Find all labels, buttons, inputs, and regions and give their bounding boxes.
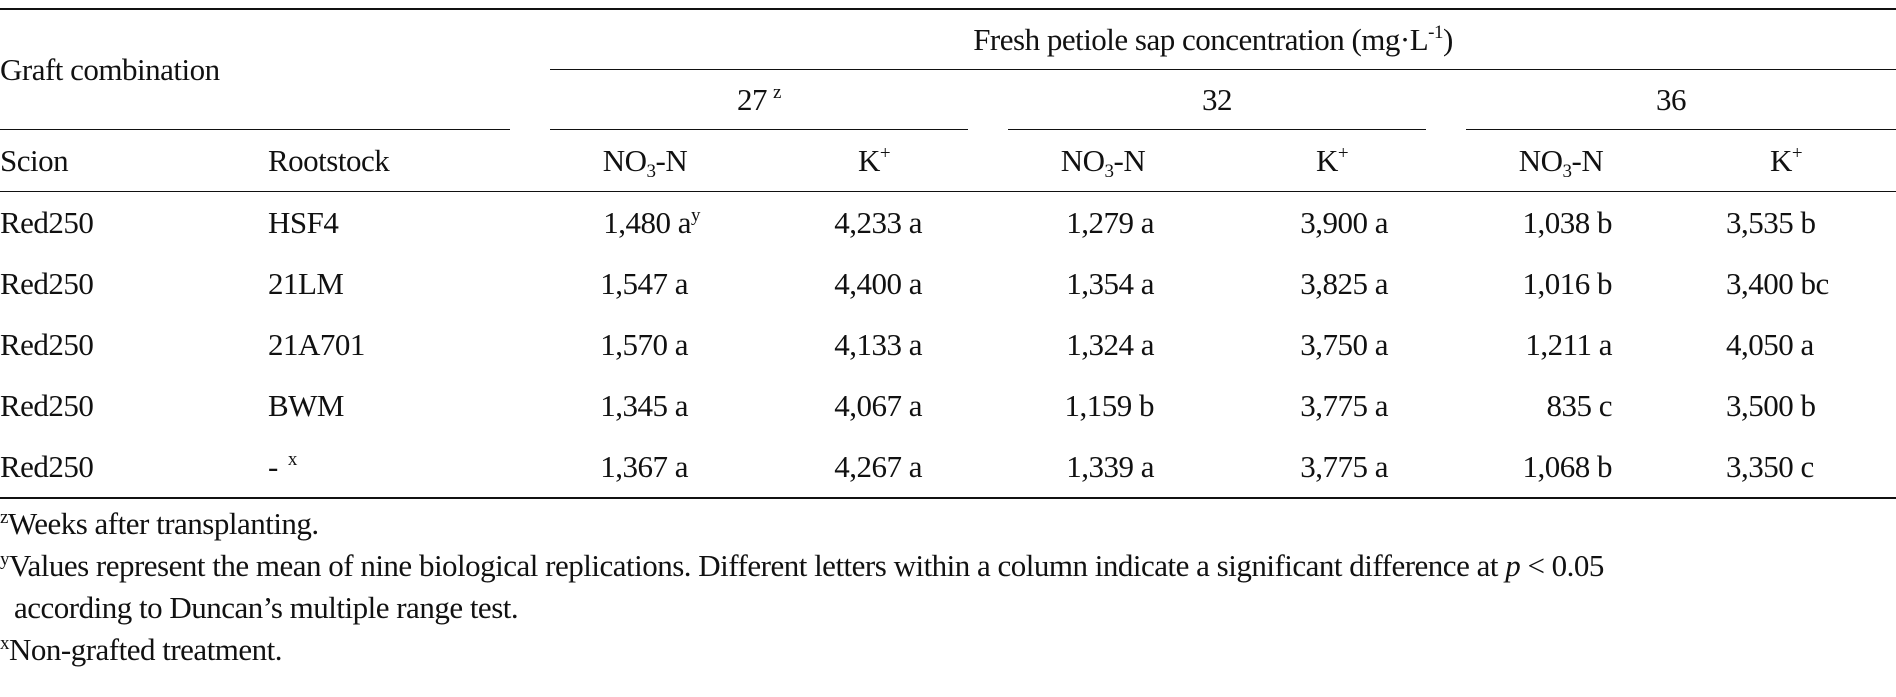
rootstock-cell: BWM xyxy=(268,387,345,423)
value-cell-k-27: 4,067 a xyxy=(834,387,922,423)
week-27-label: 27 xyxy=(737,82,768,117)
value-cell-no3-27: 1,570 a xyxy=(600,326,688,362)
k-header-27: K+ xyxy=(857,142,891,178)
no3-header-36: NO3-N xyxy=(1518,142,1604,182)
graft-combination-header: Graft combination xyxy=(0,9,530,130)
rootstock-cell: HSF4 xyxy=(268,204,339,240)
value-cell-k-32: 3,825 a xyxy=(1300,265,1388,301)
rootstock-cell: 21LM xyxy=(268,265,344,301)
header-row-1: Graft combination Fresh petiole sap conc… xyxy=(0,9,1896,129)
week-36-label: 36 xyxy=(1656,82,1687,117)
table-row: Red250 - x 1,367 a 4,267 a 1,339 a 3,775 a 1,06… xyxy=(0,436,1896,498)
table-row: Red250 BWM 1,345 a 4,067 a 1,159 b 3,775 a 835… xyxy=(0,375,1896,436)
value-cell-k-32: 3,900 a xyxy=(1300,204,1388,240)
footnote-x-text: Non-grafted treatment. xyxy=(9,632,283,667)
week-32-label: 32 xyxy=(1202,82,1233,117)
header-row-weeks: 27 z 32 36 xyxy=(0,70,1896,130)
value-cell-k-27: 4,133 a xyxy=(834,326,922,362)
table-footnotes: zWeeks after transplanting. yValues repr… xyxy=(0,503,1896,671)
value-cell-no3-36: 1,068 b xyxy=(1522,448,1613,484)
value-cell-k-27: 4,400 a xyxy=(834,265,922,301)
footnote-x-mark: x xyxy=(0,633,10,654)
value-cell-k-36: 3,535 b xyxy=(1726,204,1816,240)
value-cell-k-32: 3,750 a xyxy=(1300,326,1388,362)
footnote-z: zWeeks after transplanting. xyxy=(0,503,1896,545)
footnote-x: xNon-grafted treatment. xyxy=(0,629,1896,671)
value-cell-no3-32: 1,324 a xyxy=(1066,326,1154,362)
k-header-36: K+ xyxy=(1769,142,1803,178)
concentration-close: ) xyxy=(1442,22,1453,57)
scion-cell: Red250 xyxy=(0,387,94,423)
week-27-header: 27 z xyxy=(530,70,988,130)
rootstock-cell: -x xyxy=(268,448,297,484)
value-cell-k-32: 3,775 a xyxy=(1300,448,1388,484)
value-cell-k-36: 3,350 c xyxy=(1726,448,1814,484)
value-cell-no3-36: 835 c xyxy=(1546,387,1612,423)
value-cell-no3-36: 1,211 a xyxy=(1525,326,1612,362)
value-cell-k-27: 4,267 a xyxy=(834,448,922,484)
scion-cell: Red250 xyxy=(0,204,94,240)
footnote-y-mark: y xyxy=(0,549,10,570)
scion-cell: Red250 xyxy=(0,448,94,484)
no3-header-27: NO3-N xyxy=(602,142,688,182)
value-cell-k-36: 4,050 a xyxy=(1726,326,1814,362)
value-cell-k-36: 3,500 b xyxy=(1726,387,1816,423)
petiole-sap-table: Graft combination Fresh petiole sap conc… xyxy=(0,8,1896,499)
no3-header-32: NO3-N xyxy=(1060,142,1146,182)
value-cell-no3-27: 1,345 a xyxy=(600,387,688,423)
value-cell-no3-36: 1,016 b xyxy=(1522,265,1613,301)
value-cell-k-27: 4,233 a xyxy=(834,204,922,240)
table-row: Red250 21LM 1,547 a 4,400 a 1,354 a 3,825 a 1,… xyxy=(0,253,1896,314)
footnote-y: yValues represent the mean of nine biolo… xyxy=(0,545,1896,587)
table-figure: Graft combination Fresh petiole sap conc… xyxy=(0,8,1896,667)
footnote-z-mark: z xyxy=(0,507,8,528)
value-cell-k-32: 3,775 a xyxy=(1300,387,1388,423)
unit-superscript: -1 xyxy=(1428,22,1443,43)
concentration-title: Fresh petiole sap concentration (mg·L xyxy=(973,22,1429,57)
week-32-header: 32 xyxy=(988,70,1446,130)
concentration-header: Fresh petiole sap concentration (mg·L-1) xyxy=(530,9,1896,70)
footnote-y-threshold: < 0.05 xyxy=(1520,548,1604,583)
footnote-y-p: p xyxy=(1505,548,1521,583)
week-27-superscript: z xyxy=(773,82,781,103)
table-body: Red250 HSF4 1,480 ay 4,233 a 1,279 a 3,900 a 1… xyxy=(0,192,1896,498)
footnote-z-text: Weeks after transplanting. xyxy=(7,506,319,541)
value-cell-no3-32: 1,339 a xyxy=(1066,448,1154,484)
week-36-header: 36 xyxy=(1446,70,1896,130)
scion-cell: Red250 xyxy=(0,326,94,362)
scion-cell: Red250 xyxy=(0,265,94,301)
value-cell-no3-32: 1,354 a xyxy=(1066,265,1154,301)
header-row-columns: Scion Rootstock NO3-N K+ NO3-N K+ NO3-N … xyxy=(0,130,1896,192)
value-cell-no3-27: 1,547 a xyxy=(600,265,688,301)
value-cell-no3-32: 1,159 b xyxy=(1064,387,1155,423)
scion-header: Scion xyxy=(0,142,69,178)
footnote-y-text: Values represent the mean of nine biolog… xyxy=(9,548,1506,583)
value-cell-no3-27: 1,480 ay xyxy=(603,204,700,240)
graft-combination-label: Graft combination xyxy=(0,52,220,87)
value-cell-no3-36: 1,038 b xyxy=(1522,204,1613,240)
table-row: Red250 21A701 1,570 a 4,133 a 1,324 a 3,750 a… xyxy=(0,314,1896,375)
rootstock-cell: 21A701 xyxy=(268,326,365,362)
value-cell-k-36: 3,400 bc xyxy=(1726,265,1829,301)
value-cell-no3-32: 1,279 a xyxy=(1066,204,1154,240)
rootstock-header: Rootstock xyxy=(268,142,390,178)
footnote-y-continued: according to Duncan’s multiple range tes… xyxy=(14,590,519,625)
table-row: Red250 HSF4 1,480 ay 4,233 a 1,279 a 3,900 a 1… xyxy=(0,192,1896,254)
value-cell-no3-27: 1,367 a xyxy=(600,448,688,484)
k-header-32: K+ xyxy=(1315,142,1349,178)
